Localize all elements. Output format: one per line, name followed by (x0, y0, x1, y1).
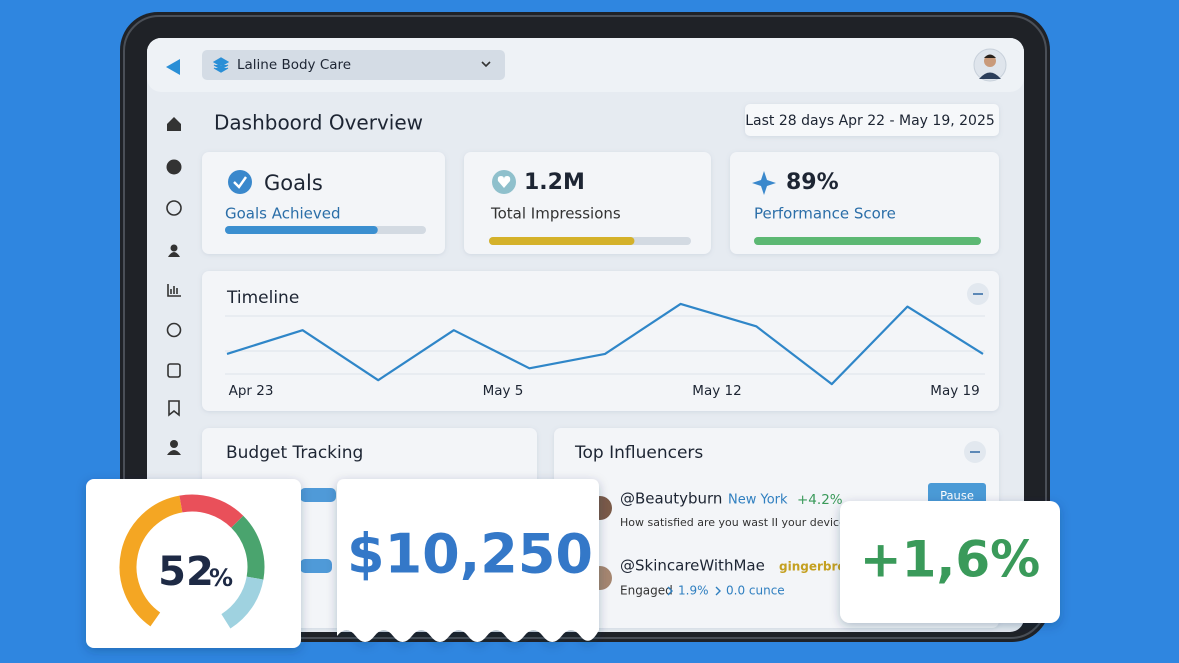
progress-fill (225, 226, 378, 234)
check-icon (228, 170, 252, 194)
timeline-label: May 12 (692, 383, 741, 399)
kpi-subtitle: Total Impressions (490, 205, 621, 223)
influencer-extra: 0.0 cunce (726, 584, 785, 598)
timeline-label: May 5 (483, 383, 524, 399)
nav-user-head (170, 244, 178, 252)
influencer-change: +4.2% (797, 492, 843, 508)
nav-chat[interactable] (166, 200, 182, 216)
kpi-card (202, 152, 445, 254)
back-button[interactable] (166, 59, 180, 75)
influencer-note: How satisfied are you wast II your devic… (620, 516, 852, 529)
nav-time[interactable] (166, 322, 182, 338)
kpi-card (464, 152, 711, 254)
gauge-segment (221, 576, 264, 629)
growth: +1,6% (860, 531, 1041, 589)
date-range-box[interactable] (745, 104, 999, 136)
nav-docs[interactable] (167, 363, 181, 378)
progress-fill (489, 237, 635, 245)
pause-label: Pause (940, 489, 974, 503)
kpi-title: Goals (264, 171, 323, 195)
nav-profile[interactable] (167, 450, 181, 455)
heart-mark (497, 176, 511, 188)
gauge-segment (179, 494, 244, 528)
avatar-hair (984, 54, 996, 58)
influencer-rate: 1.9% (678, 584, 709, 598)
influencer-note: Engaged (620, 584, 673, 598)
page-title: Dashboord Overview (214, 111, 423, 135)
gauge-segment (231, 515, 265, 580)
timeline-label: Apr 23 (229, 383, 274, 399)
kpi-subtitle: Goals Achieved (225, 205, 341, 223)
nav-profile-head (170, 440, 178, 448)
nav-saved[interactable] (168, 400, 180, 417)
influencer-handle: @SkincareWithMae (620, 557, 765, 575)
amount: $10,250 (347, 523, 593, 586)
nav-user[interactable] (168, 252, 180, 257)
timeline-title: Timeline (226, 288, 299, 308)
dropdown-chevron (481, 61, 491, 68)
timeline-line (226, 302, 984, 386)
amount-card (337, 479, 599, 642)
influencer-location: New York (728, 493, 788, 508)
gauge-unit: % (209, 564, 233, 592)
sidebar (166, 117, 182, 455)
kpi-subtitle: Performance Score (754, 205, 896, 223)
layers-icon (212, 57, 230, 73)
timeline-card (202, 271, 999, 411)
budget-bar (300, 488, 336, 502)
sparkle-icon (752, 171, 776, 195)
progress-fill (754, 237, 981, 245)
timeline-label: May 19 (930, 383, 979, 399)
date-range: Last 28 days Apr 22 - May 19, 2025 (745, 113, 995, 129)
kpi-title: 89% (786, 170, 839, 195)
influencers-title: Top Influencers (574, 443, 703, 463)
nav-stats[interactable] (167, 284, 181, 297)
gauge-value: 52 (158, 549, 214, 595)
budget-title: Budget Tracking (226, 443, 363, 463)
gauge-segment (119, 495, 183, 627)
brand-dropdown[interactable] (202, 50, 505, 80)
brand-name: Laline Body Care (237, 57, 351, 73)
nav-home[interactable] (167, 117, 181, 131)
chevron (715, 586, 721, 596)
chevron (667, 586, 673, 596)
kpi-title: 1.2M (524, 170, 585, 195)
overlays: 52 % $10,250 +1,6% (86, 479, 1060, 648)
growth-card (840, 501, 1060, 623)
check-mark (233, 176, 247, 189)
nav-feed[interactable] (166, 159, 182, 175)
influencer-handle: @Beautyburn (620, 490, 722, 508)
budget-bar (300, 559, 332, 573)
avatar-suit (979, 72, 1001, 79)
kpi-card (730, 152, 999, 254)
